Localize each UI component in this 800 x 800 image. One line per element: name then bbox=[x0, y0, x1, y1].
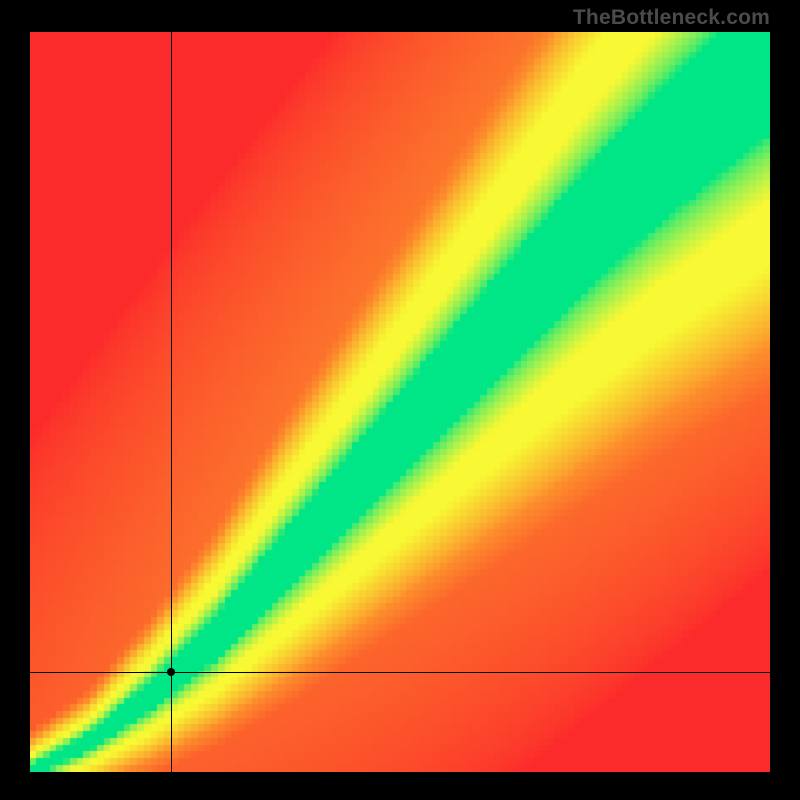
attribution-text: TheBottleneck.com bbox=[573, 6, 770, 30]
plot-area bbox=[30, 32, 770, 772]
chart-container: { "attribution": { "text": "TheBottlenec… bbox=[0, 0, 800, 800]
heatmap-canvas bbox=[30, 32, 770, 772]
